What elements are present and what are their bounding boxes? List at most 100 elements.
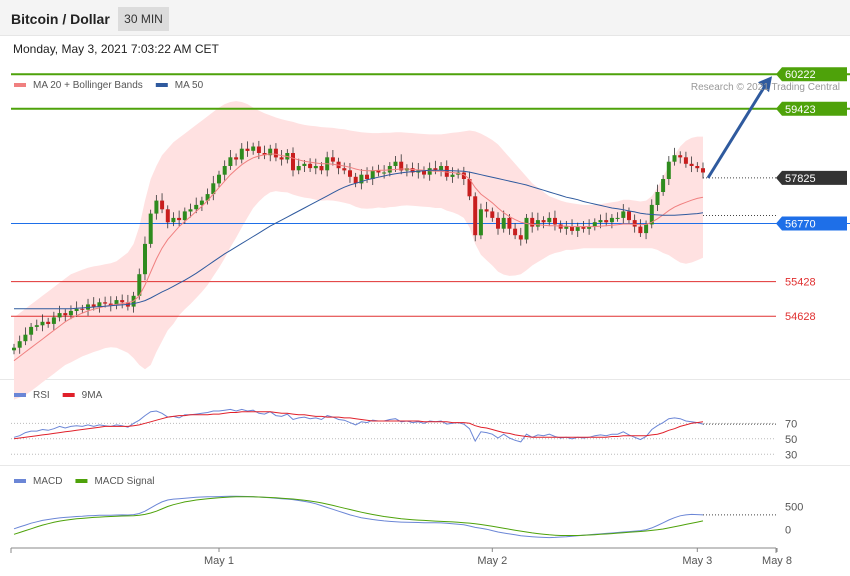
rsi-ma-line <box>13 411 704 440</box>
candle-body <box>239 148 244 160</box>
candle-body <box>188 209 193 212</box>
candle-body <box>695 166 700 169</box>
header-bar: Bitcoin / Dollar 30 MIN <box>0 0 850 36</box>
candle-body <box>535 220 540 227</box>
candle-body <box>51 317 56 324</box>
candle-body <box>609 217 614 223</box>
candle-body <box>507 217 512 229</box>
candle-body <box>393 161 398 166</box>
candle-body <box>217 174 221 184</box>
candle-body <box>103 302 108 304</box>
legend-label: RSI <box>33 390 50 401</box>
candle-body <box>268 148 273 156</box>
support-level-label: 55428 <box>785 277 816 289</box>
candle-body <box>581 226 586 229</box>
candle-body <box>433 168 438 171</box>
candle-body <box>273 148 278 158</box>
candle-body <box>256 146 261 153</box>
candle-body <box>484 209 489 212</box>
candle-body <box>604 220 609 223</box>
projection-arrow-shaft <box>706 83 768 179</box>
candle-body <box>553 217 557 225</box>
candle-body <box>342 168 347 171</box>
candle-body <box>467 179 472 197</box>
candle-body <box>23 334 28 342</box>
time-tick-label: May 1 <box>204 555 234 567</box>
candle-body <box>387 166 392 173</box>
candle-body <box>40 321 45 326</box>
candle-body <box>97 302 102 307</box>
candle-body <box>63 313 68 316</box>
macd-line <box>13 495 704 539</box>
candle-body <box>490 211 495 218</box>
candle-body <box>279 157 284 160</box>
resistance-level-tag <box>776 67 847 82</box>
rsi-tick-label: 50 <box>785 434 797 446</box>
rsi-tick-label: 30 <box>785 449 797 461</box>
resistance-level-label: 60222 <box>785 69 816 81</box>
candle-body <box>376 170 381 173</box>
candle-body <box>177 217 182 221</box>
panel-divider <box>0 379 850 380</box>
legend-swatch <box>14 393 26 397</box>
legend-label: MACD <box>33 476 62 487</box>
candle-body <box>148 213 153 244</box>
candle-body <box>211 183 216 195</box>
candle-body <box>46 321 51 324</box>
candle-body <box>296 166 301 171</box>
support-level-label: 54628 <box>785 311 816 323</box>
candle-body <box>57 313 62 318</box>
candle-body <box>17 341 22 348</box>
candle-body <box>547 217 552 223</box>
candle-body <box>524 217 529 240</box>
candle-body <box>666 161 671 179</box>
candle-body <box>330 157 335 162</box>
candle-body <box>171 217 176 223</box>
candle-body <box>461 172 466 179</box>
timeframe-badge[interactable]: 30 MIN <box>118 7 169 31</box>
candle-body <box>114 300 119 306</box>
candle-body <box>91 304 96 307</box>
candle-body <box>587 226 592 229</box>
candle-body <box>194 204 199 210</box>
candle-body <box>291 153 295 171</box>
candle-body <box>422 170 426 175</box>
projection-arrow-head <box>758 76 772 93</box>
candle-body <box>450 174 455 177</box>
candle-body <box>251 146 256 151</box>
pivot-level-label: 56770 <box>785 219 816 231</box>
datetime-label: Monday, May 3, 2021 7:03:22 AM CET <box>13 42 219 56</box>
legend-swatch <box>75 479 88 483</box>
legend-swatch <box>155 83 168 87</box>
time-tick-label: May 8 <box>762 555 792 567</box>
copyright-text: Research © 2021 Trading Central <box>691 82 840 93</box>
candle-body <box>530 217 535 227</box>
legend-label: MA 50 <box>175 80 204 91</box>
candle-body <box>427 168 432 175</box>
instrument-title: Bitcoin / Dollar <box>11 11 110 27</box>
candle-body <box>68 310 73 316</box>
current-level-label: 57825 <box>785 173 816 185</box>
candle-body <box>359 174 364 184</box>
candle-body <box>12 347 16 351</box>
macd-tick-label: 500 <box>785 502 803 514</box>
candle-body <box>683 157 688 164</box>
candle-body <box>439 166 444 171</box>
candle-body <box>598 220 603 223</box>
candle-body <box>473 196 478 236</box>
candle-body <box>678 155 683 158</box>
candle-body <box>478 209 483 236</box>
candle-body <box>108 303 113 306</box>
resistance-level-label: 59423 <box>785 104 816 116</box>
macd-signal-line <box>13 496 704 536</box>
candle-body <box>661 179 666 192</box>
candle-body <box>496 217 500 229</box>
candle-body <box>518 235 523 240</box>
candle-body <box>143 243 147 275</box>
current-level-tag <box>776 170 847 185</box>
candle-body <box>632 220 637 227</box>
candle-body <box>382 172 387 174</box>
legend-label: MA 20 + Bollinger Bands <box>33 80 143 91</box>
candle-body <box>182 211 187 221</box>
